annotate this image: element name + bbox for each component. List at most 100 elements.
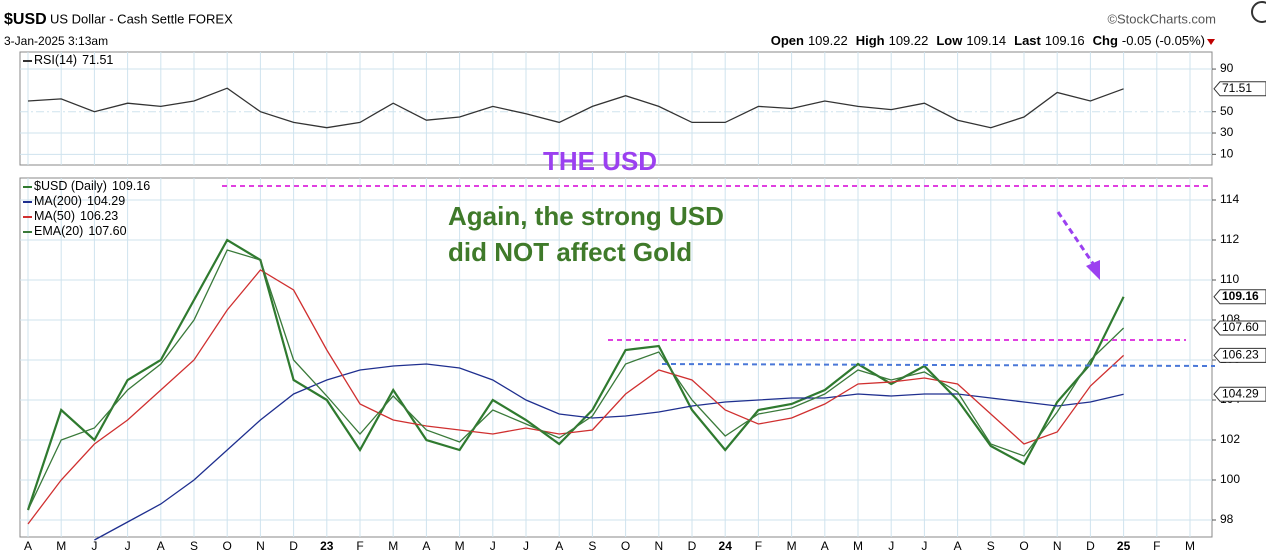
x-tick-label: S <box>588 539 596 553</box>
legend-value: 106.23 <box>80 209 118 223</box>
x-tick-label: M <box>1185 539 1195 553</box>
x-tick-label: M <box>455 539 465 553</box>
x-tick-label: J <box>91 539 97 553</box>
x-tick-label: N <box>654 539 663 553</box>
legend-name: EMA(20) <box>34 224 83 238</box>
x-tick-label: M <box>56 539 66 553</box>
rsi-panel <box>19 51 1213 166</box>
legend-value: 107.60 <box>88 224 126 238</box>
arrow <box>1056 211 1098 269</box>
legend-entry: MA(50) 106.23 <box>34 209 118 223</box>
y-tick-label: 102 <box>1220 432 1240 446</box>
x-tick-label: D <box>289 539 298 553</box>
legend-value: 71.51 <box>82 53 113 67</box>
legend-value: 104.29 <box>87 194 125 208</box>
y-tick-label: 98 <box>1220 512 1234 526</box>
legend-value: 109.16 <box>112 179 150 193</box>
x-tick-label: S <box>987 539 995 553</box>
x-tick-label: J <box>523 539 529 553</box>
y-tick-label: 50 <box>1220 104 1234 118</box>
x-tick-label: A <box>157 539 165 553</box>
y-tick-label: 10 <box>1220 147 1234 161</box>
x-tick-label: O <box>621 539 630 553</box>
source: ©StockCharts.com <box>1107 11 1216 26</box>
value-box <box>1213 347 1266 363</box>
value-label: 104.29 <box>1222 386 1259 400</box>
y-tick-label: 112 <box>1220 232 1239 246</box>
quote: Open 109.22 High 109.22 Low 109.14 Last 109.16 C… <box>771 33 1205 48</box>
quote-value: 109.14 <box>966 33 1006 48</box>
x-tick-label: J <box>490 539 496 553</box>
legend-entry: MA(200) 104.29 <box>34 194 125 208</box>
quote-label: High <box>856 33 885 48</box>
x-tick-label: A <box>555 539 563 553</box>
value-box <box>1213 320 1266 336</box>
down-arrow <box>1207 39 1215 45</box>
x-tick-label: 24 <box>719 539 733 553</box>
value-label: 71.51 <box>1222 81 1252 95</box>
x-tick-label: D <box>688 539 697 553</box>
legend-entry: EMA(20) 107.60 <box>34 224 127 238</box>
value-box <box>1213 81 1266 97</box>
x-tick-label: M <box>388 539 398 553</box>
legend-name: MA(200) <box>34 194 82 208</box>
close-button[interactable] <box>1251 1 1266 23</box>
x-tick-label: D <box>1086 539 1095 553</box>
arrow-head <box>1086 260 1100 280</box>
support-line <box>661 363 1216 367</box>
series-line <box>27 87 1124 129</box>
annotation: did NOT affect Gold <box>448 237 692 267</box>
date: 3-Jan-2025 3:13am <box>4 34 108 48</box>
quote-label: Low <box>936 33 963 48</box>
value-box <box>1213 386 1266 402</box>
x-tick-label: A <box>422 539 430 553</box>
y-tick-label: 30 <box>1220 125 1234 139</box>
plot: 10 30 50 90 71.51 RSI(14) 71.51 A M J J A S O N D 23 F M A M… <box>20 52 1266 553</box>
value-box <box>1213 289 1266 305</box>
x-tick-label: A <box>24 539 32 553</box>
y-tick-label: 110 <box>1220 272 1239 286</box>
x-tick-label: N <box>1053 539 1062 553</box>
y-tick-label: 90 <box>1220 61 1234 75</box>
x-tick-label: M <box>787 539 797 553</box>
value-label: 106.23 <box>1222 348 1259 362</box>
legend-name: RSI(14) <box>34 53 77 67</box>
x-tick-label: 23 <box>320 539 334 553</box>
annotation-title: THE USD <box>543 146 657 176</box>
series-line <box>27 269 1125 525</box>
x-tick-label: J <box>125 539 131 553</box>
x-tick-label: A <box>821 539 829 553</box>
x-tick-label: 25 <box>1117 539 1131 553</box>
x-tick-label: N <box>256 539 265 553</box>
x-tick-label: J <box>888 539 894 553</box>
x-tick-label: O <box>223 539 232 553</box>
quote-value: 109.22 <box>808 33 848 48</box>
quote-value: 109.22 <box>889 33 929 48</box>
x-tick-label: M <box>853 539 863 553</box>
symbol: $USD <box>4 11 47 28</box>
instrument-name: US Dollar - Cash Settle FOREX <box>50 11 233 26</box>
legend-name: $USD (Daily) <box>34 179 107 193</box>
x-tick-label: J <box>921 539 927 553</box>
quote-value: 109.16 <box>1045 33 1085 48</box>
series-line <box>27 249 1125 511</box>
quote-label: Chg <box>1093 33 1118 48</box>
annotation: Again, the strong USD <box>448 201 724 231</box>
legend-name: MA(50) <box>34 209 75 223</box>
x-tick-label: O <box>1019 539 1028 553</box>
quote-value: -0.05 (-0.05%) <box>1122 33 1205 48</box>
x-tick-label: S <box>190 539 198 553</box>
quote-label: Last <box>1014 33 1041 48</box>
value-label: 107.60 <box>1222 320 1259 334</box>
series-line <box>94 363 1124 541</box>
x-tick-label: F <box>1153 539 1160 553</box>
legend-entry: RSI(14) 71.51 <box>34 53 113 67</box>
legend-entry: $USD (Daily) 109.16 <box>34 179 150 193</box>
value-label: 109.16 <box>1222 289 1259 303</box>
y-tick-label: 100 <box>1220 472 1240 486</box>
x-tick-label: A <box>954 539 962 553</box>
quote-label: Open <box>771 33 804 48</box>
x-tick-label: F <box>755 539 762 553</box>
x-tick-label: F <box>356 539 363 553</box>
